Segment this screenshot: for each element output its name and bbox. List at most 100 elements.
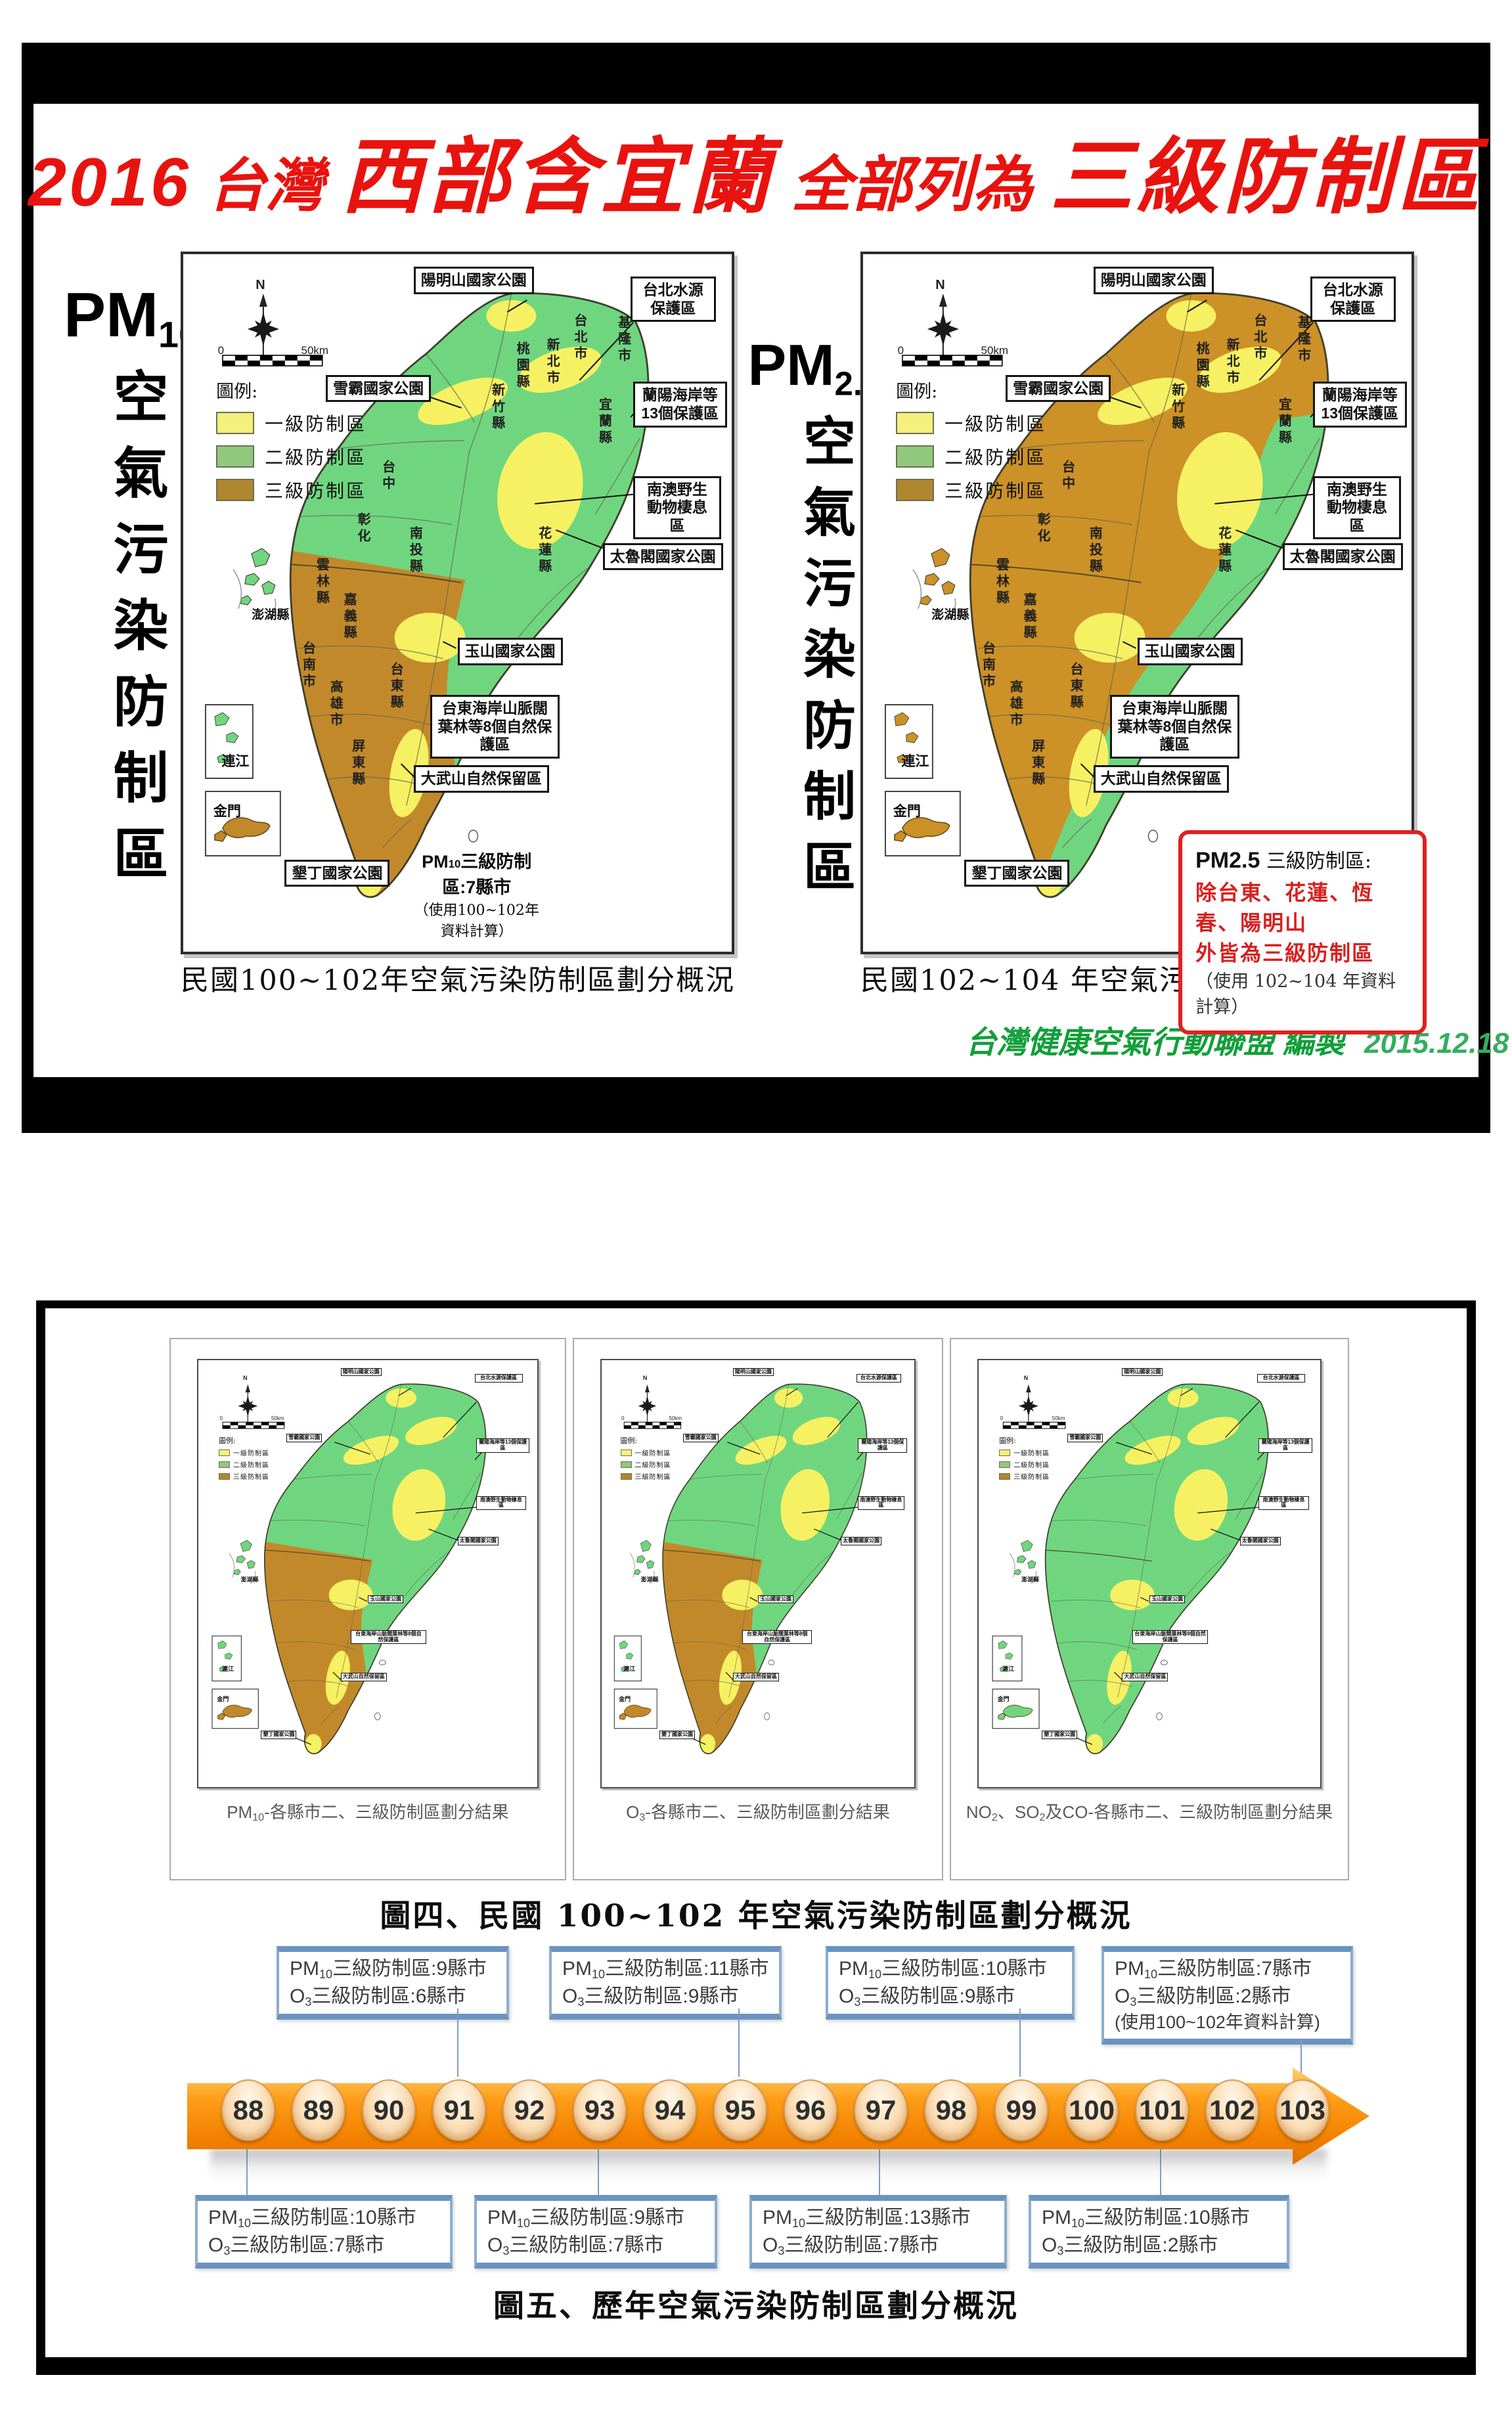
title-part3: 三級防制區: [1050, 131, 1484, 223]
legend: 圖例: 一級防制區 二級防制區 三級防制區: [999, 1436, 1050, 1482]
legend-swatch-level3: [216, 478, 255, 501]
legend-swatch-level1: [218, 1449, 230, 1456]
callout-taipei-water: 台北水源保護區: [856, 1373, 901, 1383]
year-circle-91: 91: [432, 2079, 486, 2141]
callout-taipei-water: 台北水源保護區: [1256, 1373, 1306, 1383]
legend-swatch-level3: [620, 1473, 632, 1480]
county-yunlin: 雲林縣: [314, 557, 329, 607]
legend: 圖例: 一級防制區 二級防制區 三級防制區: [218, 1436, 269, 1482]
county-hsinchu: 新竹縣: [1169, 383, 1184, 433]
kinmen-inset-label: 金門: [213, 803, 241, 819]
county-hsinchu: 新竹縣: [489, 383, 504, 433]
legend-item-3: 三級防制區: [896, 477, 1046, 503]
legend-swatch-level2: [218, 1461, 230, 1468]
callout-nanao: 南澳野生動物棲息區: [476, 1496, 526, 1511]
title-part1: 西部含宜蘭: [340, 131, 774, 223]
callout-sheipa: 雪霸國家公園: [1006, 374, 1111, 403]
callout-taitung-forest: 台東海岸山脈闊葉林等8個自然保護區: [1109, 695, 1240, 759]
legend-swatch-level1: [896, 411, 935, 434]
callout-dawu: 大武山自然保留區: [413, 765, 549, 793]
kinmen-inset-label: 金門: [997, 1695, 1010, 1702]
taiwan-map-graphic: [979, 1360, 1320, 1787]
pm25-label-text: PM: [747, 332, 835, 397]
county-taichung: 台中: [380, 460, 395, 493]
county-nantou: 南投縣: [1087, 526, 1102, 576]
year-circle-92: 92: [502, 2079, 556, 2141]
callout-taitung-forest: 台東海岸山脈闊葉林等8個自然保護區: [430, 695, 560, 759]
callout-kenting: 墾丁國家公園: [284, 859, 390, 887]
county-tainan: 台南市: [980, 641, 995, 691]
pm10-label-text: PM: [64, 280, 159, 350]
kinmen-inset-label: 金門: [619, 1695, 631, 1702]
callout-yushan: 玉山國家公園: [368, 1595, 403, 1604]
map-pm10-caption: 民國100~102年空氣污染防制區劃分概況: [181, 964, 736, 997]
figure4-caption: 圖四、民國 100~102 年空氣污染防制區劃分概況: [380, 1898, 1132, 1934]
year-circle-102: 102: [1205, 2079, 1259, 2141]
county-chiayi: 嘉義縣: [342, 592, 357, 642]
callout-sheipa: 雪霸國家公園: [1067, 1434, 1103, 1443]
taiwan-map-graphic: [602, 1360, 914, 1787]
county-hualien: 花蓮縣: [536, 526, 551, 576]
year-circle-90: 90: [362, 2079, 416, 2141]
pm25-side-label: PM2.5: [742, 332, 887, 403]
small-map-frame: N 0 50km 圖例: 一級防制區 二級防制區 三級防制區 陽明山國家公園 台…: [197, 1359, 539, 1788]
compass-n-label: N: [642, 1375, 648, 1382]
callout-taroko: 太魯閣國家公園: [602, 543, 723, 571]
county-taoyuan: 桃園縣: [514, 341, 529, 391]
county-pingtung: 屏東縣: [349, 739, 365, 789]
figure5-top-box-4: PM10三級防制區:7縣市 O3三級防制區:2縣市 (使用100~102年資料計…: [1101, 1946, 1353, 2045]
county-taipei: 台北市: [1251, 313, 1266, 363]
county-pingtung: 屏東縣: [1029, 739, 1044, 789]
compass-n-label: N: [935, 278, 945, 293]
callout-nanao: 南澳野生動物棲息區: [858, 1496, 904, 1511]
figure4-map-o3: N 0 50km 圖例: 一級防制區 二級防制區 三級防制區 陽明山國家公園 台…: [573, 1338, 943, 1880]
year-circle-96: 96: [784, 2079, 837, 2141]
county-keelung: 基隆市: [615, 315, 631, 365]
legend-item-2: 二級防制區: [896, 443, 1046, 470]
figure5-caption: 圖五、歷年空氣污染防制區劃分概況: [493, 2288, 1019, 2324]
legend-swatch-level1: [999, 1449, 1011, 1456]
county-changhua: 彰化: [355, 512, 370, 545]
callout-yangmingshan: 陽明山國家公園: [1093, 267, 1214, 294]
callout-yangmingshan: 陽明山國家公園: [732, 1367, 774, 1377]
callout-lanyang: 蘭陽海岸等13個保護區: [633, 382, 727, 428]
callout-taitung-forest: 台東海岸山脈闊葉林等8個自然保護區: [1132, 1629, 1209, 1645]
callout-lanyang: 蘭陽海岸等13個保護區: [1312, 382, 1407, 428]
callout-lanyang: 蘭陽海岸等13個保護區: [476, 1438, 529, 1453]
figure5-top-box-3: PM10三級防制區:10縣市 O3三級防制區:9縣市: [826, 1946, 1075, 2020]
legend-item-1: 一級防制區: [896, 410, 1046, 436]
legend-swatch-level2: [216, 445, 255, 468]
county-taoyuan: 桃園縣: [1194, 341, 1209, 391]
legend-swatch-level2: [620, 1461, 632, 1468]
legend-swatch-level2: [999, 1461, 1011, 1468]
county-keelung: 基隆市: [1295, 315, 1310, 365]
page-title: 2016 台灣 西部含宜蘭 全部列為 三級防制區: [0, 110, 1512, 230]
legend: 圖例: 一級防制區 二級防制區 三級防制區: [216, 377, 367, 503]
penghu-label: 澎湖縣: [252, 608, 290, 623]
callout-taroko: 太魯閣國家公園: [1282, 543, 1403, 571]
leg​end-title: 圖例:: [896, 381, 938, 402]
legend: 圖例: 一級防制區 二級防制區 三級防制區: [896, 377, 1046, 503]
year-circle-98: 98: [924, 2079, 978, 2141]
county-kaohsiung: 高雄市: [1008, 679, 1023, 729]
scalebar-zero: 0: [217, 343, 225, 357]
figure4-map-pm10: N 0 50km 圖例: 一級防制區 二級防制區 三級防制區 陽明山國家公園 台…: [169, 1338, 566, 1880]
year-circle-94: 94: [643, 2079, 697, 2141]
county-kaohsiung: 高雄市: [328, 679, 343, 729]
callout-nanao: 南澳野生動物棲息區: [1258, 1496, 1309, 1511]
callout-taitung-forest: 台東海岸山脈闊葉林等8個自然保護區: [351, 1629, 426, 1645]
callout-sheipa: 雪霸國家公園: [286, 1434, 322, 1443]
scalebar-zero: 0: [219, 1415, 223, 1421]
scalebar-max: 50km: [981, 343, 1009, 357]
year-circle-95: 95: [713, 2079, 767, 2141]
figure4-map2-caption: O3-各縣市二、三級防制區劃分結果: [626, 1802, 890, 1824]
connector-bottom-97: [879, 2141, 880, 2195]
callout-kenting: 墾丁國家公園: [659, 1731, 696, 1739]
county-changhua: 彰化: [1035, 512, 1050, 545]
callout-dawu: 大武山自然保留區: [732, 1673, 779, 1682]
callout-lanyang: 蘭陽海岸等13個保護區: [858, 1438, 908, 1453]
compass-n-label: N: [256, 278, 265, 293]
year-circle-101: 101: [1135, 2079, 1189, 2141]
year-circle-103: 103: [1276, 2079, 1329, 2141]
